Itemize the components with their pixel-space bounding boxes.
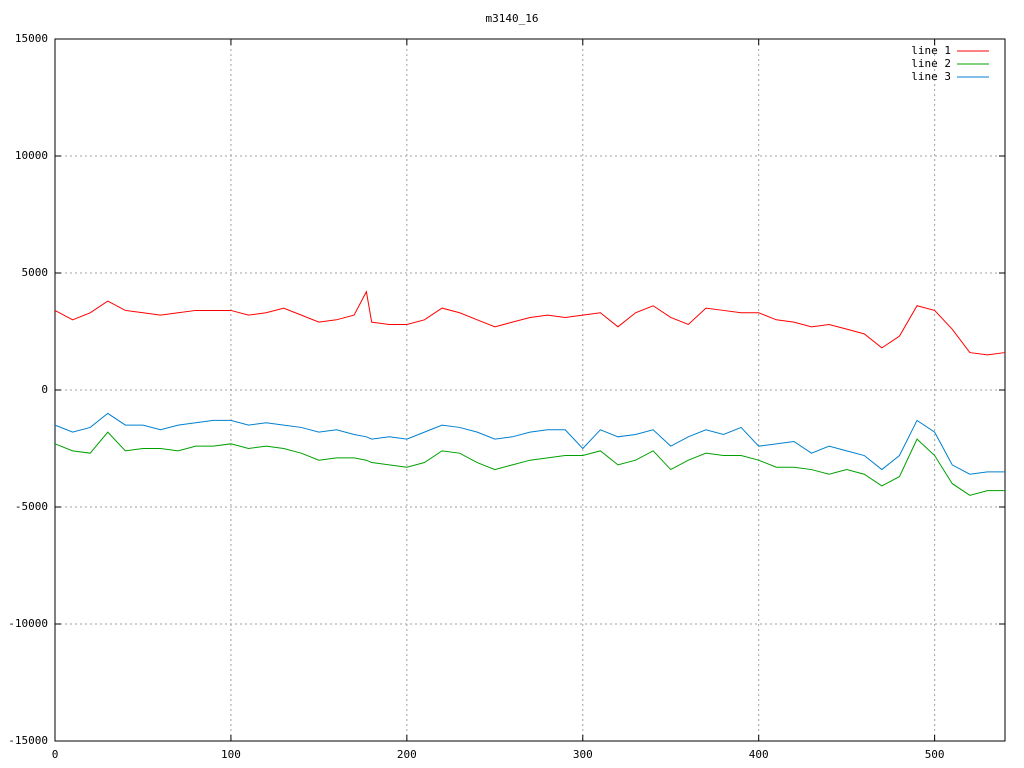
y-tick-label: -15000: [8, 734, 48, 747]
legend-label: line 2: [911, 57, 951, 70]
x-tick-label: 500: [925, 748, 945, 761]
x-tick-label: 200: [397, 748, 417, 761]
x-tick-label: 300: [573, 748, 593, 761]
chart-title: m3140_16: [486, 12, 539, 25]
data-line: [54, 290, 1006, 356]
x-tick-label: 400: [749, 748, 769, 761]
y-tick-label: 0: [41, 383, 48, 396]
y-tick-label: -5000: [15, 500, 48, 513]
legend-label: line 1: [911, 44, 951, 57]
x-tick-label: 0: [52, 748, 59, 761]
y-tick-label: -10000: [8, 617, 48, 630]
data-line: [54, 412, 1005, 475]
y-tick-label: 10000: [15, 149, 48, 162]
legend-label: line 3: [911, 70, 951, 83]
y-tick-label: 5000: [22, 266, 49, 279]
x-tick-label: 100: [221, 748, 241, 761]
data-line: [54, 431, 1005, 496]
y-tick-label: 15000: [15, 32, 48, 45]
